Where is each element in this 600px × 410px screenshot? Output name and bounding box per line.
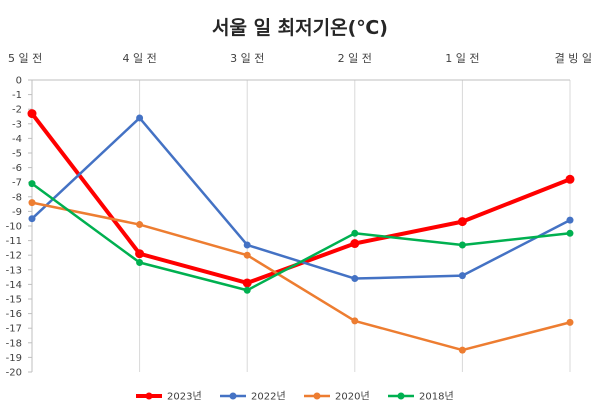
data-point bbox=[566, 318, 574, 326]
data-point bbox=[242, 278, 252, 288]
y-tick-label: -9 bbox=[12, 207, 22, 218]
data-point bbox=[243, 241, 251, 249]
series-line bbox=[31, 182, 571, 292]
legend-swatch-marker bbox=[145, 392, 153, 400]
y-tick-label: -5 bbox=[12, 149, 22, 160]
series-0 bbox=[27, 109, 575, 288]
data-point bbox=[351, 275, 359, 283]
chart-title: 서울 일 최저기온(℃) bbox=[212, 17, 388, 39]
data-point bbox=[457, 217, 467, 227]
data-point bbox=[28, 180, 36, 188]
y-tick-label: -14 bbox=[6, 280, 22, 291]
series bbox=[27, 109, 575, 354]
data-point bbox=[27, 109, 37, 119]
y-tick-label: -8 bbox=[12, 192, 22, 203]
data-point bbox=[565, 174, 575, 184]
series-line bbox=[31, 201, 571, 352]
x-tick-label: 4 일 전 bbox=[122, 51, 156, 65]
data-point bbox=[566, 229, 574, 237]
legend-label: 2018년 bbox=[419, 391, 454, 403]
data-point bbox=[458, 241, 466, 249]
y-tick-label: -10 bbox=[6, 222, 22, 233]
y-tick-labels: 0 -1 -2 -3 -4 -5 -6 -7 -8 -9 -10 -11 -12 -13 -14 -15 -16… bbox=[6, 76, 22, 379]
legend-swatch-marker bbox=[229, 392, 237, 400]
legend-item: 2022년 bbox=[220, 391, 286, 403]
data-point bbox=[136, 259, 144, 266]
series-1 bbox=[28, 114, 574, 283]
data-point bbox=[458, 272, 466, 280]
legend-swatch-marker bbox=[313, 392, 321, 400]
y-tick-label: 0 bbox=[16, 76, 22, 87]
y-tick-label: -11 bbox=[6, 236, 22, 247]
data-point bbox=[350, 239, 360, 249]
y-tick-label: -20 bbox=[6, 368, 22, 379]
y-tick-label: -4 bbox=[12, 134, 22, 145]
axes bbox=[28, 79, 570, 373]
x-tick-label: 3 일 전 bbox=[230, 51, 264, 65]
legend-label: 2022년 bbox=[251, 391, 286, 403]
series-3 bbox=[28, 180, 574, 294]
y-tick-label: -12 bbox=[6, 251, 22, 262]
series-line bbox=[30, 112, 571, 285]
data-point bbox=[351, 229, 359, 237]
y-tick-label: -15 bbox=[6, 295, 22, 306]
y-tick-label: -1 bbox=[12, 90, 22, 101]
gridlines bbox=[31, 80, 571, 372]
x-tick-label: 5 일 전 bbox=[8, 51, 42, 65]
legend: 2023년 2022년 2020년 2018년 bbox=[136, 391, 454, 403]
legend-label: 2020년 bbox=[335, 391, 370, 403]
data-point bbox=[28, 199, 36, 207]
data-point bbox=[351, 317, 359, 325]
legend-item: 2023년 bbox=[136, 391, 202, 403]
series-2 bbox=[28, 199, 574, 354]
legend-item: 2018년 bbox=[388, 391, 454, 403]
legend-item: 2020년 bbox=[304, 391, 370, 403]
y-tick-label: -2 bbox=[12, 105, 22, 116]
data-point bbox=[28, 215, 36, 223]
data-point bbox=[136, 114, 144, 122]
data-point bbox=[458, 346, 466, 354]
x-tick-label: 1 일 전 bbox=[445, 51, 479, 65]
data-point bbox=[243, 251, 251, 259]
legend-swatch-marker bbox=[397, 392, 405, 400]
y-tick-label: -3 bbox=[12, 119, 22, 130]
x-tick-label: 결 빙 일 bbox=[555, 51, 592, 65]
data-point bbox=[136, 221, 144, 229]
data-point bbox=[243, 286, 251, 294]
data-point bbox=[566, 216, 574, 224]
y-tick-label: -13 bbox=[6, 265, 22, 276]
x-tick-label: 2 일 전 bbox=[338, 51, 372, 65]
legend-label: 2023년 bbox=[167, 391, 202, 403]
y-tick-label: -16 bbox=[6, 309, 22, 320]
data-point bbox=[135, 249, 145, 259]
y-tick-label: -17 bbox=[6, 324, 22, 335]
x-tick-labels: 5 일 전 4 일 전 3 일 전 2 일 전 1 일 전 결 빙 일 bbox=[8, 51, 592, 65]
y-tick-label: -7 bbox=[12, 178, 22, 189]
y-tick-label: -18 bbox=[6, 338, 22, 349]
y-tick-label: -6 bbox=[12, 163, 22, 174]
series-line bbox=[31, 116, 571, 280]
y-tick-label: -19 bbox=[6, 353, 22, 364]
